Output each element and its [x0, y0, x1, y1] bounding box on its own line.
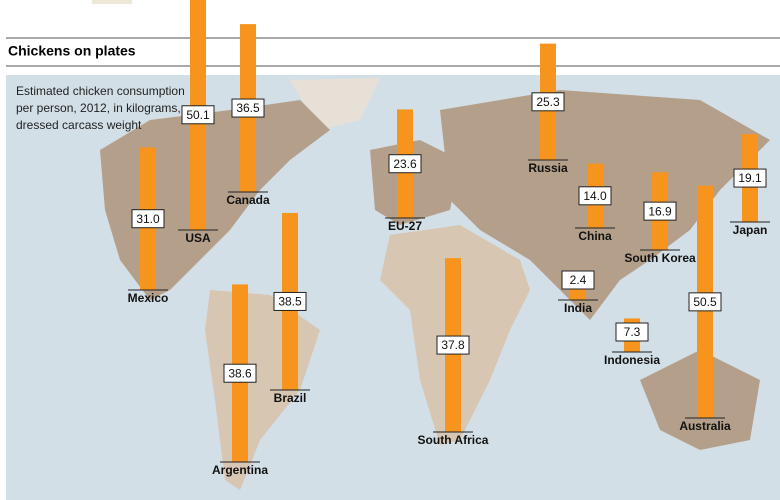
- country-label: South Korea: [624, 251, 696, 265]
- country-label: Australia: [679, 419, 731, 433]
- value-box: [273, 291, 307, 311]
- country-label: Russia: [528, 161, 568, 175]
- country-label: EU-27: [388, 219, 422, 233]
- bar: [570, 288, 586, 300]
- subtitle: per person, 2012, in kilograms,: [16, 101, 181, 115]
- country-label: Indonesia: [604, 353, 660, 367]
- value-box: [181, 105, 215, 125]
- value-label: 25.3: [536, 95, 560, 109]
- value-box: [643, 201, 677, 221]
- chart-title: Chickens on plates: [8, 43, 136, 59]
- value-box: [531, 92, 565, 112]
- value-box: [688, 292, 722, 312]
- value-label: 37.8: [441, 338, 465, 352]
- value-label: 36.5: [236, 101, 260, 115]
- value-label: 38.6: [228, 366, 252, 380]
- value-label: 50.1: [186, 108, 210, 122]
- value-label: 31.0: [136, 212, 160, 226]
- value-box: [561, 270, 595, 290]
- value-label: 16.9: [648, 204, 672, 218]
- value-box: [131, 209, 165, 229]
- value-label: 14.0: [583, 189, 607, 203]
- header-mark: [92, 0, 132, 4]
- value-box: [231, 98, 265, 118]
- country-label: Japan: [733, 223, 768, 237]
- value-box: [223, 363, 257, 383]
- value-box: [733, 168, 767, 188]
- country-label: USA: [185, 231, 211, 245]
- value-label: 23.6: [393, 157, 417, 171]
- world-map: [6, 75, 780, 500]
- subtitle: Estimated chicken consumption: [16, 84, 185, 98]
- value-box: [436, 335, 470, 355]
- value-label: 50.5: [693, 295, 717, 309]
- value-box: [615, 322, 649, 342]
- country-label: Argentina: [212, 463, 268, 477]
- country-label: Canada: [226, 193, 270, 207]
- country-label: India: [564, 301, 592, 315]
- north-america: [100, 100, 330, 300]
- country-label: China: [578, 229, 612, 243]
- country-label: Mexico: [128, 291, 169, 305]
- value-label: 38.5: [278, 295, 302, 309]
- value-box: [388, 154, 422, 174]
- value-label: 2.4: [570, 273, 587, 287]
- value-label: 7.3: [624, 325, 641, 339]
- subtitle: dressed carcass weight: [16, 118, 142, 132]
- country-label: South Africa: [418, 433, 489, 447]
- value-label: 19.1: [738, 171, 762, 185]
- country-label: Brazil: [274, 391, 307, 405]
- value-box: [578, 186, 612, 206]
